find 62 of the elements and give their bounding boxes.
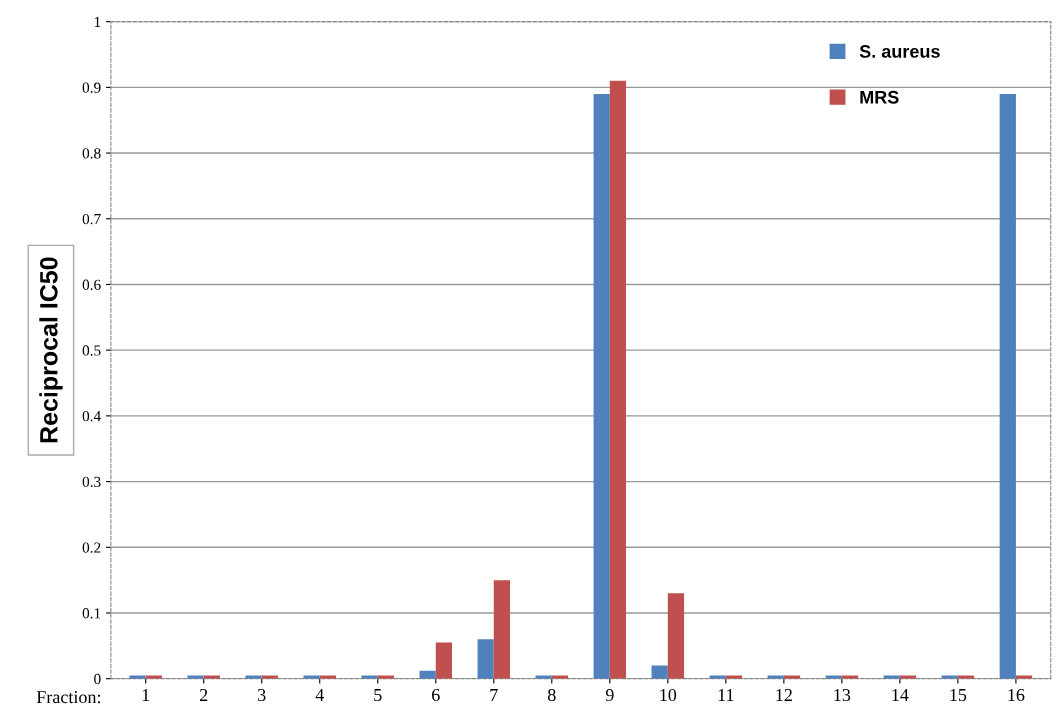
bar [767, 675, 784, 679]
x-tick-label: 15 [950, 689, 967, 702]
bar [957, 675, 975, 679]
x-tick-label: 4 [315, 689, 324, 701]
y-tick-label: 0.7 [82, 213, 101, 225]
y-tick-label: 1 [94, 16, 101, 27]
bar [725, 675, 743, 679]
bar [493, 580, 511, 679]
bar [667, 593, 685, 679]
bar [245, 675, 262, 679]
bar [435, 642, 453, 679]
y-tick-label: 0.2 [82, 542, 101, 553]
y-tick-label: 0.3 [82, 476, 101, 488]
bar [883, 675, 900, 679]
bar [203, 675, 220, 679]
bar [593, 93, 610, 679]
bar [551, 675, 569, 679]
bar [129, 675, 146, 679]
bar [261, 675, 278, 679]
x-tick-label: 1 [142, 689, 150, 701]
bar [319, 675, 336, 679]
x-tick-label: 10 [660, 688, 677, 702]
bar [145, 675, 162, 679]
bar [999, 93, 1016, 679]
y-tick-label: 0.9 [82, 82, 101, 93]
x-tick-label: 14 [892, 689, 909, 701]
x-tick-label: 5 [374, 689, 382, 702]
bar [303, 675, 320, 679]
y-tick-label: 0.6 [82, 279, 101, 290]
x-tick-label: 11 [718, 689, 734, 701]
bar [941, 675, 958, 679]
x-tick-label: 7 [490, 689, 498, 701]
x-tick-label: 16 [1008, 688, 1025, 702]
y-tick-label: 0 [94, 673, 101, 685]
bar [899, 675, 917, 679]
bar [1015, 675, 1033, 679]
bar [651, 665, 668, 679]
x-tick-label: 2 [199, 688, 208, 701]
x-tick-label: 13 [834, 688, 851, 702]
y-tick-label: 0.1 [82, 608, 101, 619]
bar [477, 639, 494, 679]
y-tick-label: 0.8 [82, 148, 101, 159]
bar [609, 80, 627, 679]
y-axis-title: Reciprocal IC50 [39, 257, 63, 443]
bar [187, 675, 204, 679]
x-tick-label: 9 [605, 688, 614, 702]
x-tick-label: 3 [258, 688, 266, 702]
legend-label: MRS [860, 90, 899, 104]
bar [825, 675, 842, 679]
y-tick-label: 0.5 [82, 345, 101, 356]
bar [841, 675, 859, 679]
x-tick-label: 12 [776, 688, 792, 701]
x-axis-title: Fraction: [36, 691, 101, 704]
bar [783, 675, 801, 679]
bar [361, 675, 378, 679]
x-tick-label: 8 [547, 688, 556, 702]
x-tick-label: 6 [432, 688, 440, 702]
bar [709, 675, 726, 679]
bar [377, 675, 394, 679]
bar [535, 675, 552, 679]
legend-label: S. aureus [859, 45, 940, 58]
y-tick-label: 0.4 [82, 411, 101, 422]
